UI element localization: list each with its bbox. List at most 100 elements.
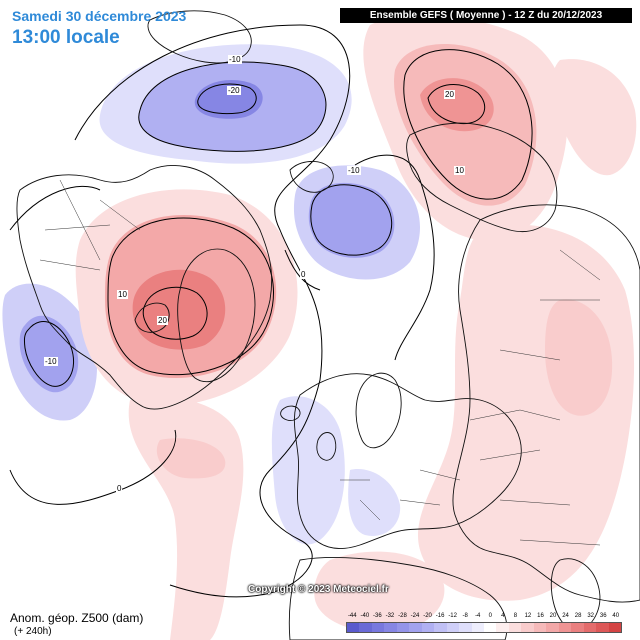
border-lines [39,179,601,546]
contour-label: -10 [44,357,58,366]
color-scale-label: 40 [612,613,620,619]
anomaly-contours [9,24,533,598]
color-scale-label: 4 [501,613,505,619]
borders [39,179,601,546]
contour-neg10-pacific [138,61,327,152]
color-scale-label: -20 [423,613,432,619]
color-scale-swatch [347,623,360,632]
color-scale-swatch [583,623,597,632]
color-scale-label: -32 [385,613,395,619]
contour-label: -10 [228,55,242,64]
color-scale-label: 24 [562,613,569,619]
positive-anomaly-mediterranean [314,551,445,633]
color-scale-swatch [596,623,609,632]
color-scale-swatch [359,623,372,632]
color-scale-legend: -44 -40 -36 -32 -28 -24 -20 -16 -12 -8 -4 0 4 8 12 16 20… [346,611,622,637]
contour-neg10-kara [310,184,393,256]
negative-anomaly-europe [271,396,345,545]
color-scale-label: -4 [475,613,481,619]
color-scale-swatch [446,623,460,632]
positive-anomaly-canada-core [132,269,226,350]
color-scale-label: -8 [462,613,468,619]
color-scale-swatch [496,623,509,632]
contour-pos20-canada [142,286,208,340]
forecast-local-time: 13:00 locale [12,27,120,48]
contour-label: 20 [157,316,168,325]
color-scale-swatch [371,623,385,632]
positive-anomaly-asia-mid [545,299,613,416]
color-scale-swatch [533,623,547,632]
color-scale-label: -28 [398,613,407,619]
color-scale-label: -16 [435,613,445,619]
coast-north-america [16,165,273,410]
coast-iceland [280,405,301,421]
color-scale-swatch [508,623,522,632]
color-scale-swatch [384,623,397,632]
color-scale-label: 32 [587,613,594,619]
coast-scandinavia [355,372,402,449]
color-scale-swatch [558,623,572,632]
color-scale-swatch [521,623,534,632]
negative-anomaly-pacific-center [194,80,263,119]
negative-anomaly-kara-core [308,182,395,258]
contour-pos10-siberia [403,49,533,200]
contour-pos20-siberia [427,83,486,125]
color-scale-label: -40 [360,613,370,619]
color-scale-label: 16 [537,613,544,619]
color-scale-label: -36 [373,613,382,619]
contour-label: 0 [116,484,123,493]
coast-greenland [177,248,256,383]
contour-label: -10 [347,166,361,175]
coast-north-africa [288,557,508,640]
color-scale-labels: -44 -40 -36 -32 -28 -24 -20 -16 -12 -8 -4 0 4 8 12 16 20… [346,611,622,621]
contour-label: 10 [117,290,128,299]
color-scale-swatch [571,623,584,632]
coast-uk [316,432,337,461]
contour-label: -20 [227,86,241,95]
contour-zero-outer [74,24,351,598]
contour-neg20-pacific [197,83,257,115]
color-scale-swatch [421,623,435,632]
color-scale-label: 28 [574,613,582,619]
coast-arctic-islands [289,161,334,193]
coast-europe [293,373,522,549]
contour-zero-west [9,185,177,505]
color-scale-label: 12 [524,613,532,619]
contour-zero-east [354,154,435,361]
color-scale-swatch [459,623,472,632]
positive-anomaly-pacific-blob [156,438,226,479]
color-scale-swatch [471,623,484,632]
contour-pos10-canada [107,217,274,376]
forecast-date: Samedi 30 décembre 2023 [12,8,187,24]
color-scale-label: 0 [488,613,492,619]
color-scale-label: -12 [448,613,457,619]
negative-anomaly-us-core [19,315,79,393]
color-scale-label: 36 [599,613,607,619]
anomaly-shading [2,15,637,640]
color-scale-label: 20 [549,613,557,619]
contour-label: 0 [300,270,307,279]
color-scale-swatch [434,623,447,632]
color-scale-swatch [546,623,559,632]
model-run-banner: Ensemble GEFS ( Moyenne ) - 12 Z du 20/1… [340,8,632,23]
copyright-notice: Copyright © 2023 Meteociel.fr [248,584,389,595]
contour-label: 10 [454,166,465,175]
color-scale-label: -24 [410,613,420,619]
color-scale-bar [346,622,622,633]
color-scale-swatch [396,623,410,632]
positive-anomaly-east-coast [552,59,637,176]
contour-label: 20 [444,90,455,99]
coast-hudson-bay [134,302,170,333]
coast-asia [452,204,640,603]
forecast-lead-time: (+ 240h) [14,626,52,637]
color-scale-swatch [483,623,497,632]
color-scale-label: 8 [513,613,518,619]
color-scale-label: -44 [347,613,357,619]
field-title: Anom. géop. Z500 (dam) [10,611,144,625]
color-scale-swatch [409,623,422,632]
color-scale-swatch [608,623,621,632]
negative-anomaly-europe-2 [348,469,401,536]
contour-neg10-us [23,321,75,387]
coast-siberia-north [406,122,558,232]
